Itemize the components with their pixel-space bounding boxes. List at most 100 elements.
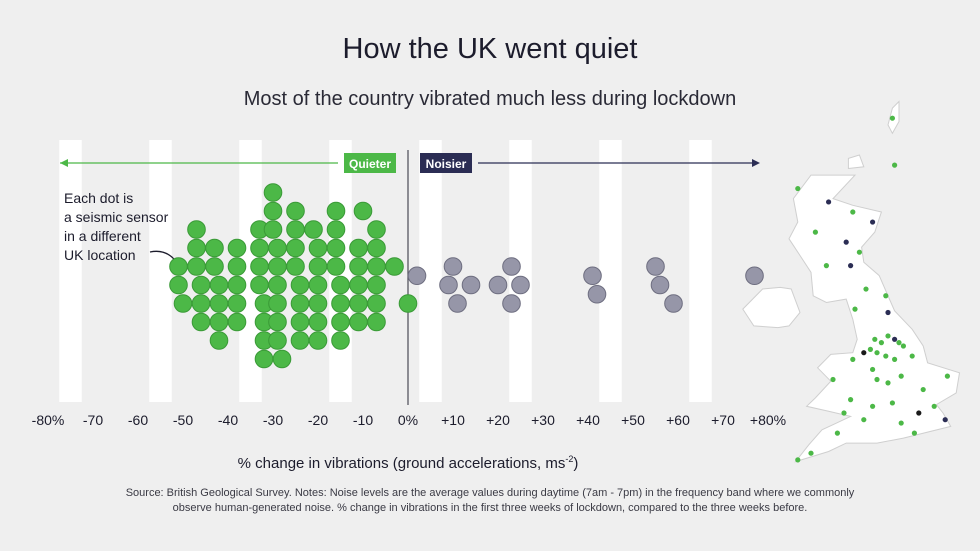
tick-label: -40 — [218, 412, 238, 428]
map-sensor-dot — [861, 350, 867, 356]
grid-band — [599, 140, 622, 402]
grid-band — [419, 140, 442, 402]
map-sensor-dot — [889, 400, 896, 406]
sensor-dot — [205, 238, 224, 258]
sensor-dot — [191, 294, 211, 313]
map-sensor-dot — [852, 306, 858, 312]
sensor-dot — [326, 238, 346, 258]
map-sensor-dot — [909, 353, 915, 359]
tick-label: 0% — [398, 412, 418, 428]
annotation-line: a seismic sensor — [64, 209, 169, 225]
sensor-dot — [308, 312, 328, 332]
sensor-dot — [286, 257, 305, 276]
tick-label: +60 — [666, 412, 690, 428]
sensor-dot — [407, 266, 427, 286]
sensor-dot — [263, 201, 283, 221]
map-sensor-dot — [883, 353, 889, 359]
map-sensor-dot — [874, 350, 880, 356]
sensor-dot — [173, 294, 193, 313]
sensor-dot — [254, 349, 274, 369]
sensor-dots — [169, 183, 764, 369]
quieter-label: Quieter — [349, 157, 391, 171]
noisier-badge — [420, 153, 472, 173]
x-axis-label: % change in vibrations (ground accelerat… — [238, 454, 579, 472]
noisier-arrow-head — [752, 159, 760, 167]
sensor-dot — [227, 238, 247, 258]
sensor-dot — [385, 257, 404, 276]
tick-label: -20 — [308, 412, 328, 428]
map-sensor-dot — [931, 403, 937, 409]
source-line-1: Source: British Geological Survey. Notes… — [125, 487, 855, 499]
sensor-dot — [268, 238, 287, 258]
tick-label: -60 — [128, 412, 148, 428]
map-sensor-dot — [885, 309, 891, 316]
sensor-dot — [308, 275, 328, 295]
sensor-dot — [398, 294, 418, 313]
sensor-dot — [250, 257, 269, 276]
sensor-dot — [191, 312, 211, 332]
sensor-dot — [290, 312, 310, 332]
tick-label: -70 — [83, 412, 103, 428]
tick-label: -10 — [353, 412, 373, 428]
map-sensor-dot — [870, 366, 876, 373]
sensor-dot — [308, 238, 328, 258]
map-sensor-dot — [916, 410, 922, 416]
map-sensor-dot — [843, 239, 849, 245]
sensor-dot — [227, 257, 247, 276]
sensor-dot — [187, 238, 206, 258]
grid-band — [149, 140, 172, 402]
annotation-line: Each dot is — [64, 190, 133, 206]
sensor-dot — [286, 220, 305, 239]
sensor-dot — [349, 275, 368, 295]
sensor-dot — [664, 294, 683, 313]
sensor-dot — [349, 257, 368, 276]
map-sensor-dot — [834, 430, 841, 436]
map-sensor-dot — [885, 380, 891, 386]
tick-label: +20 — [486, 412, 510, 428]
sensor-dot — [511, 275, 530, 295]
orkney-shape — [847, 154, 865, 170]
quieter-arrow-head — [60, 159, 68, 167]
map-sensor-dot — [870, 403, 876, 409]
map-sensor-dot — [874, 376, 880, 383]
sensor-dot — [448, 294, 467, 313]
sensor-dot — [326, 220, 346, 239]
sensor-dot — [367, 275, 386, 295]
sensor-dot — [290, 275, 310, 295]
tick-label: +80% — [750, 412, 786, 428]
sensor-dot — [367, 220, 386, 239]
map-sensor-dot — [920, 386, 926, 393]
annotation-line: in a different — [64, 228, 141, 244]
sensor-dot — [367, 312, 386, 332]
map-sensor-dot — [885, 333, 891, 339]
map-sensor-dot — [856, 249, 863, 255]
map-sensor-dot — [861, 417, 867, 423]
sensor-dot — [502, 294, 521, 313]
tick-labels: -80% -70 -60 -50 -40 -30 -20 -10 0% +10 +20 +30 +40 +… — [32, 412, 786, 428]
sensor-dot — [227, 312, 247, 332]
uk-sensor-map — [742, 100, 961, 463]
map-sensor-dot — [892, 336, 898, 342]
map-sensor-dot — [841, 410, 847, 416]
map-sensor-dot — [795, 185, 801, 192]
sensor-dot — [268, 331, 287, 350]
x-axis-label-sup: -2 — [565, 454, 573, 464]
sensor-dot — [187, 220, 206, 239]
x-axis-label-main: % change in vibrations (ground accelerat… — [238, 455, 566, 472]
map-sensor-dot — [848, 397, 854, 403]
sensor-dot — [191, 275, 211, 295]
map-sensor-dot — [892, 356, 898, 362]
map-sensor-dot — [889, 115, 896, 121]
chart-title: How the UK went quiet — [342, 33, 638, 65]
sensor-dot — [583, 266, 602, 286]
quieter-badge — [344, 153, 396, 173]
sensor-dot — [646, 257, 665, 276]
grid-band — [689, 140, 712, 402]
sensor-dot — [461, 275, 481, 295]
sensor-dot — [286, 201, 305, 221]
map-sensor-dot — [808, 450, 814, 456]
map-sensor-dot — [911, 430, 918, 436]
sensor-dot — [304, 220, 323, 239]
map-sensor-dot — [850, 356, 856, 362]
